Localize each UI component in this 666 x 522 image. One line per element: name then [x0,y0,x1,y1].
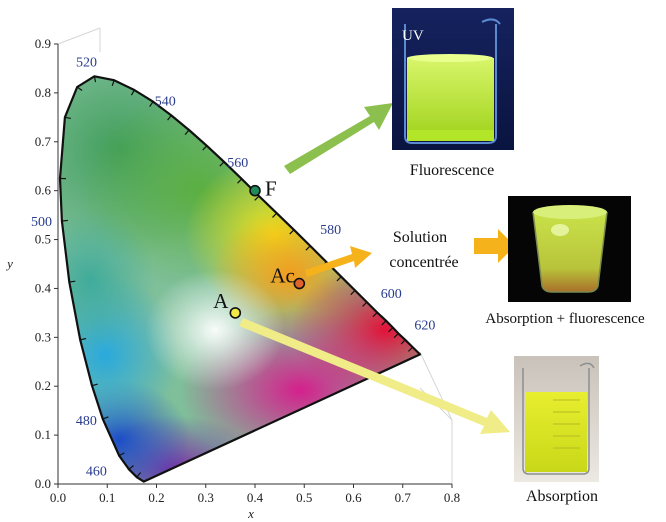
locus-tick [289,229,295,235]
locus-tick [167,115,172,121]
arrow-to-absorption-fluorescence [474,229,515,263]
x-tick-label: 0.1 [99,490,115,505]
x-axis-ticks: 0.0 0.1 0.2 0.3 0.4 0.5 0.6 0.7 0.8 [50,484,460,505]
locus-tick [381,320,387,326]
locus-tick [350,289,356,296]
locus-tick [93,76,97,83]
locus-tick [219,161,225,167]
locus-tick [237,178,243,184]
locus-tick [272,212,278,218]
x-tick-label: 0.3 [198,490,214,505]
locus-tick [184,129,190,135]
photo-uv-label: UV [402,28,424,44]
x-tick-label: 0.5 [296,490,312,505]
locus-tick [254,195,260,201]
x-tick-label: 0.0 [50,490,66,505]
y-tick-label: 0.3 [35,329,51,344]
y-tick-label: 0.5 [35,232,51,247]
y-tick-label: 0.0 [35,476,51,491]
locus-tick [393,332,399,339]
point-label-ac: Ac [270,264,295,288]
wavelength-labels: 460 480 500 520 540 560 580 600 620 [31,55,435,479]
y-tick-label: 0.9 [35,36,51,51]
y-tick-label: 0.2 [35,378,51,393]
chart-axes: 0.0 0.1 0.2 0.3 0.4 0.5 0.6 0.7 0.8 0.0 0.1 0.2 0.3… [5,36,460,521]
locus-tick [372,311,378,318]
arrow-to-absorption [239,318,510,434]
locus-tick [407,346,414,352]
y-tick-label: 0.1 [35,427,51,442]
locus-tick [136,472,142,478]
wavelength-label-600: 600 [381,287,402,302]
y-tick-label: 0.4 [35,280,52,295]
x-tick-label: 0.8 [444,490,460,505]
caption-absorption: Absorption [526,488,598,505]
locus-tick [80,337,87,341]
locus-tick [128,465,134,470]
photo-absorption [514,356,599,482]
locus-tick [388,327,394,333]
arrow-to-fluorescence [284,103,393,174]
locus-tick [69,280,76,283]
x-tick-label: 0.7 [395,490,412,505]
arrows [239,103,515,434]
locus-tick [61,219,68,222]
chromaticity-points: F Ac A [213,177,306,319]
point-f [249,184,261,197]
x-axis-title: x [247,506,254,521]
locus-tick [91,383,98,387]
wavelength-label-540: 540 [155,94,176,109]
wavelength-label-480: 480 [76,414,97,429]
caption-absorption-fluorescence: Absorption + fluorescence [485,311,645,327]
locus-tick [305,245,311,251]
caption-fluorescence: Fluorescence [410,162,494,179]
locus-tick [400,339,406,345]
locus-tick [362,301,368,307]
locus-tick [111,79,115,87]
arrow-to-solution-concentree [305,246,372,277]
wavelength-label-520: 520 [76,55,97,70]
photo-uv-fluorescence: UV [392,8,514,150]
wavelength-label-620: 620 [414,318,435,333]
locus-tick [202,145,208,151]
wavelength-label-500: 500 [31,215,52,230]
y-tick-label: 0.8 [35,85,51,100]
point-label-f: F [265,177,277,201]
point-ac [293,277,306,290]
solution-label-line1: Solution [393,229,447,246]
solution-label-line2: concentrée [389,254,458,271]
solution-label: Solution concentrée [389,229,458,271]
locus-tick [130,89,135,96]
locus-tick [336,276,342,282]
locus-tick [149,101,154,107]
locus-tick [76,86,83,92]
point-label-a: A [213,289,229,313]
locus-tick [118,452,125,457]
wavelength-label-580: 580 [320,223,341,238]
y-tick-label: 0.6 [35,183,52,198]
wavelength-label-560: 560 [227,156,248,171]
x-tick-label: 0.4 [247,490,264,505]
point-a [229,307,242,319]
y-axis-ticks: 0.0 0.1 0.2 0.3 0.4 0.5 0.6 0.7 0.8 0.9 [35,36,58,491]
y-tick-label: 0.7 [35,134,52,149]
locus-tick [64,116,71,120]
x-tick-label: 0.2 [148,490,164,505]
wavelength-label-460: 460 [86,464,107,479]
locus-tick [102,416,109,420]
x-tick-label: 0.6 [345,490,362,505]
y-axis-title: y [5,256,13,271]
photo-absorption-fluorescence [508,196,631,302]
